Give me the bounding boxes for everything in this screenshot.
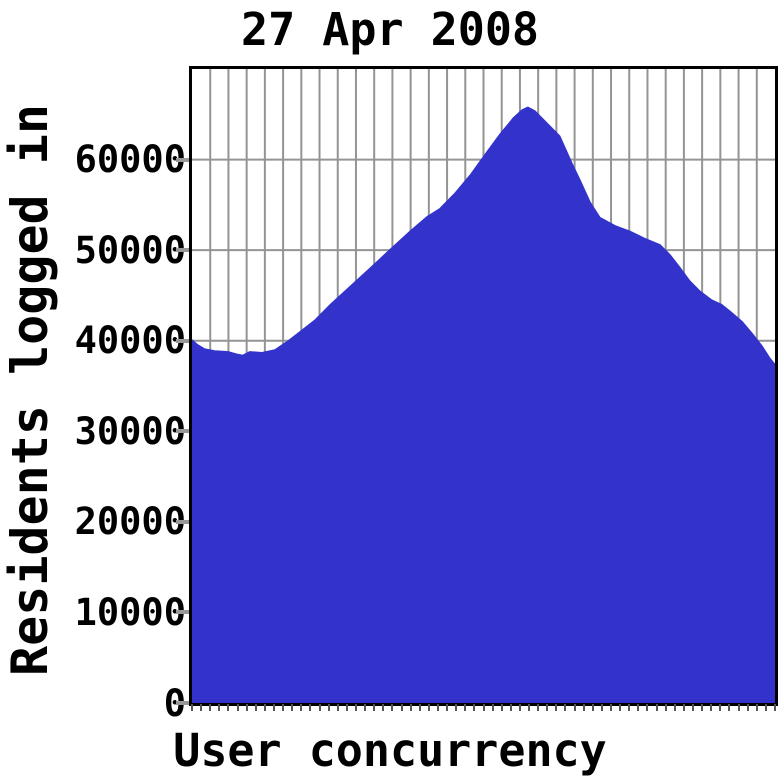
x-minor-tick bbox=[546, 704, 549, 711]
x-minor-tick bbox=[774, 704, 776, 711]
x-minor-tick bbox=[719, 704, 722, 711]
x-minor-tick bbox=[382, 704, 385, 711]
x-minor-tick bbox=[254, 704, 257, 711]
y-tick-mark bbox=[176, 157, 189, 162]
x-minor-tick bbox=[345, 704, 348, 711]
x-minor-tick bbox=[582, 704, 585, 711]
x-minor-tick bbox=[272, 704, 275, 711]
x-minor-tick bbox=[655, 704, 658, 711]
x-minor-tick bbox=[573, 704, 576, 711]
x-minor-tick bbox=[646, 704, 649, 711]
x-minor-tick bbox=[373, 704, 376, 711]
x-minor-tick bbox=[555, 704, 558, 711]
y-axis-label: Residents logged in bbox=[1, 104, 59, 676]
x-minor-tick bbox=[245, 704, 248, 711]
concurrency-area-series bbox=[192, 106, 775, 703]
y-tick-label: 40000 bbox=[74, 319, 186, 363]
x-minor-tick bbox=[318, 704, 321, 711]
x-minor-tick bbox=[764, 704, 767, 711]
x-minor-tick bbox=[755, 704, 758, 711]
x-minor-tick bbox=[710, 704, 713, 711]
x-minor-tick bbox=[354, 704, 357, 711]
x-minor-tick bbox=[218, 704, 221, 711]
x-minor-tick bbox=[400, 704, 403, 711]
x-minor-tick bbox=[619, 704, 622, 711]
x-minor-tick bbox=[528, 704, 531, 711]
plot-area-frame bbox=[189, 66, 778, 706]
x-minor-tick bbox=[518, 704, 521, 711]
x-minor-tick bbox=[637, 704, 640, 711]
x-minor-tick bbox=[427, 704, 430, 711]
x-minor-tick bbox=[701, 704, 704, 711]
x-minor-tick bbox=[628, 704, 631, 711]
x-minor-tick bbox=[291, 704, 294, 711]
chart-title: 27 Apr 2008 bbox=[240, 3, 539, 56]
x-minor-tick bbox=[300, 704, 303, 711]
x-minor-tick bbox=[455, 704, 458, 711]
x-minor-tick bbox=[737, 704, 740, 711]
y-tick-label: 20000 bbox=[74, 500, 186, 544]
x-minor-tick bbox=[673, 704, 676, 711]
x-minor-tick bbox=[391, 704, 394, 711]
x-minor-tick bbox=[263, 704, 266, 711]
y-tick-mark bbox=[176, 701, 189, 705]
y-tick-mark bbox=[176, 519, 189, 524]
x-minor-tick bbox=[564, 704, 567, 711]
x-minor-tick bbox=[409, 704, 412, 711]
y-tick-mark bbox=[176, 248, 189, 253]
x-minor-tick bbox=[482, 704, 485, 711]
x-minor-tick bbox=[692, 704, 695, 711]
x-minor-tick bbox=[610, 704, 613, 711]
x-minor-tick bbox=[509, 704, 512, 711]
y-tick-label: 50000 bbox=[74, 228, 186, 272]
x-minor-tick bbox=[282, 704, 285, 711]
x-minor-tick bbox=[364, 704, 367, 711]
y-tick-mark bbox=[176, 429, 189, 434]
plot-area bbox=[192, 69, 775, 703]
x-minor-tick bbox=[200, 704, 203, 711]
y-tick-label: 0 bbox=[163, 681, 186, 725]
x-minor-tick bbox=[309, 704, 312, 711]
x-minor-tick bbox=[436, 704, 439, 711]
y-tick-label: 30000 bbox=[74, 409, 186, 453]
x-minor-tick bbox=[600, 704, 603, 711]
x-minor-tick bbox=[591, 704, 594, 711]
y-tick-mark bbox=[176, 610, 189, 615]
x-minor-tick bbox=[664, 704, 667, 711]
x-minor-tick bbox=[227, 704, 230, 711]
x-minor-tick bbox=[191, 704, 193, 711]
x-minor-tick bbox=[464, 704, 467, 711]
x-minor-tick bbox=[336, 704, 339, 711]
y-tick-label: 60000 bbox=[74, 138, 186, 182]
x-minor-tick bbox=[209, 704, 212, 711]
x-minor-tick bbox=[537, 704, 540, 711]
x-minor-tick bbox=[728, 704, 731, 711]
x-axis-label: User concurrency bbox=[173, 724, 607, 777]
x-minor-tick bbox=[418, 704, 421, 711]
x-minor-tick bbox=[236, 704, 239, 711]
x-minor-tick bbox=[491, 704, 494, 711]
x-minor-tick bbox=[682, 704, 685, 711]
x-minor-tick bbox=[446, 704, 449, 711]
y-tick-label: 10000 bbox=[74, 590, 186, 634]
y-tick-mark bbox=[176, 338, 189, 343]
x-minor-tick bbox=[746, 704, 749, 711]
x-minor-tick bbox=[327, 704, 330, 711]
x-minor-tick bbox=[500, 704, 503, 711]
x-minor-tick bbox=[473, 704, 476, 711]
